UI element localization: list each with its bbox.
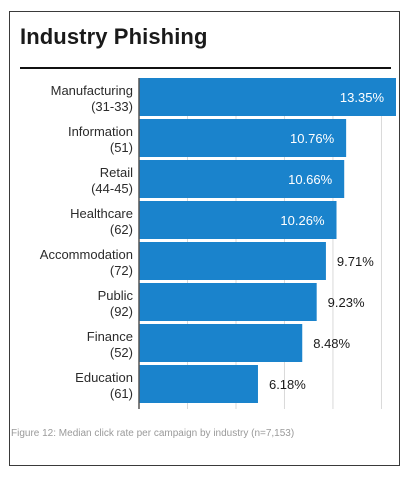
data-label: 10.76% [290,131,335,146]
figure-caption: Figure 12: Median click rate per campaig… [11,428,295,439]
category-code: (44-45) [91,181,133,196]
bar [139,242,326,280]
category-label: Accommodation [40,247,133,262]
bar [139,78,396,116]
bar [139,324,303,362]
data-label: 10.66% [288,172,333,187]
data-label: 10.26% [280,213,325,228]
data-label: 8.48% [313,336,350,351]
category-code: (31-33) [91,99,133,114]
category-label: Finance [87,329,133,344]
category-code: (92) [110,304,133,319]
bar [139,119,347,157]
category-label: Education [75,370,133,385]
category-label: Retail [100,165,133,180]
data-label: 9.71% [337,254,374,269]
bar [139,283,317,321]
title-rule [20,67,391,69]
category-label: Public [98,288,134,303]
data-label: 9.23% [328,295,365,310]
category-code: (52) [110,345,133,360]
category-code: (61) [110,386,133,401]
bar [139,160,345,198]
bar [139,201,337,239]
category-label: Healthcare [70,206,133,221]
category-label: Information [68,124,133,139]
bar [139,365,258,403]
data-label: 6.18% [269,377,306,392]
category-code: (62) [110,222,133,237]
category-label: Manufacturing [51,83,133,98]
category-code: (72) [110,263,133,278]
chart-title: Industry Phishing [20,24,208,49]
category-code: (51) [110,140,133,155]
data-label: 13.35% [340,90,385,105]
